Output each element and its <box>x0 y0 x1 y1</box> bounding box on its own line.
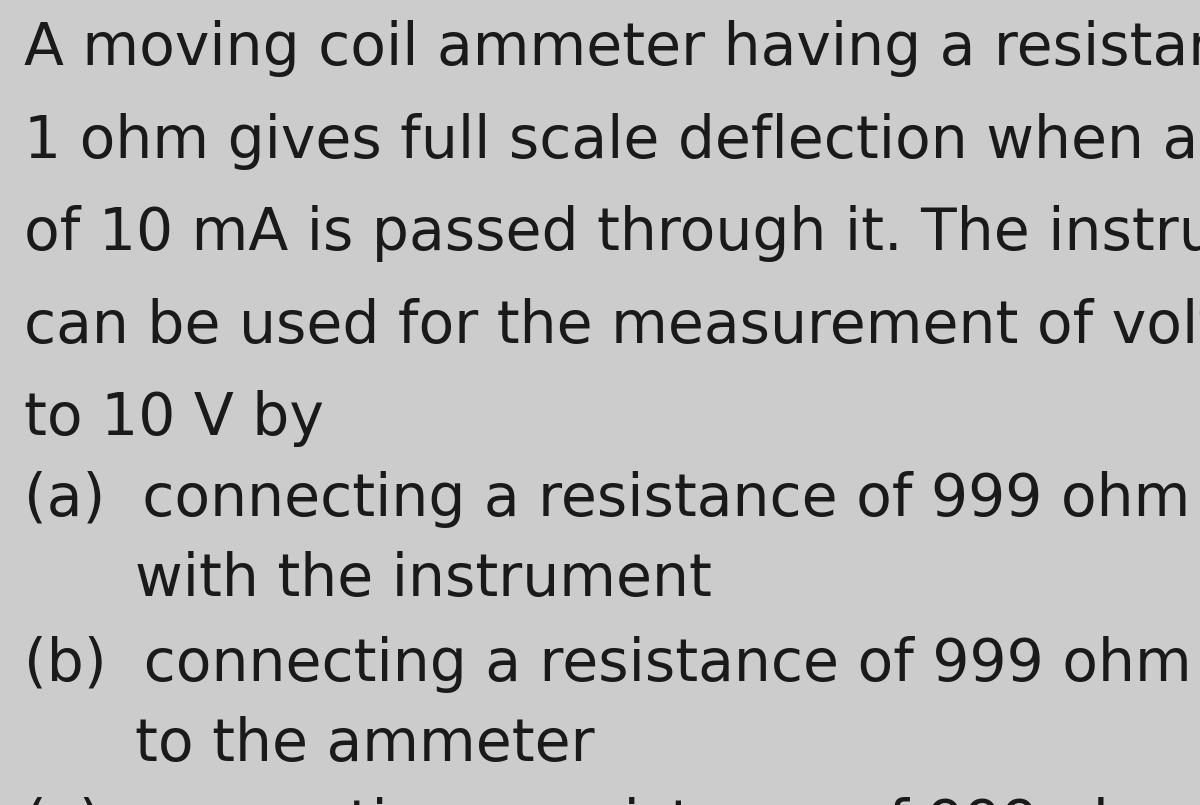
Text: 1 ohm gives full scale deflection when a current: 1 ohm gives full scale deflection when a… <box>24 113 1200 170</box>
Text: of 10 mA is passed through it. The instrument: of 10 mA is passed through it. The instr… <box>24 205 1200 262</box>
Text: (b)  connecting a resistance of 999 ohm parallel: (b) connecting a resistance of 999 ohm p… <box>24 636 1200 693</box>
Text: with the instrument: with the instrument <box>24 551 712 609</box>
Text: can be used for the measurement of voltage up: can be used for the measurement of volta… <box>24 298 1200 355</box>
Text: (c)  connecting a resistance of 999 ohm parallel: (c) connecting a resistance of 999 ohm p… <box>24 797 1200 805</box>
Text: A moving coil ammeter having a resistance of: A moving coil ammeter having a resistanc… <box>24 20 1200 77</box>
Text: to the ammeter: to the ammeter <box>24 716 595 774</box>
Text: to 10 V by: to 10 V by <box>24 390 324 448</box>
Text: (a)  connecting a resistance of 999 ohm in series: (a) connecting a resistance of 999 ohm i… <box>24 471 1200 528</box>
